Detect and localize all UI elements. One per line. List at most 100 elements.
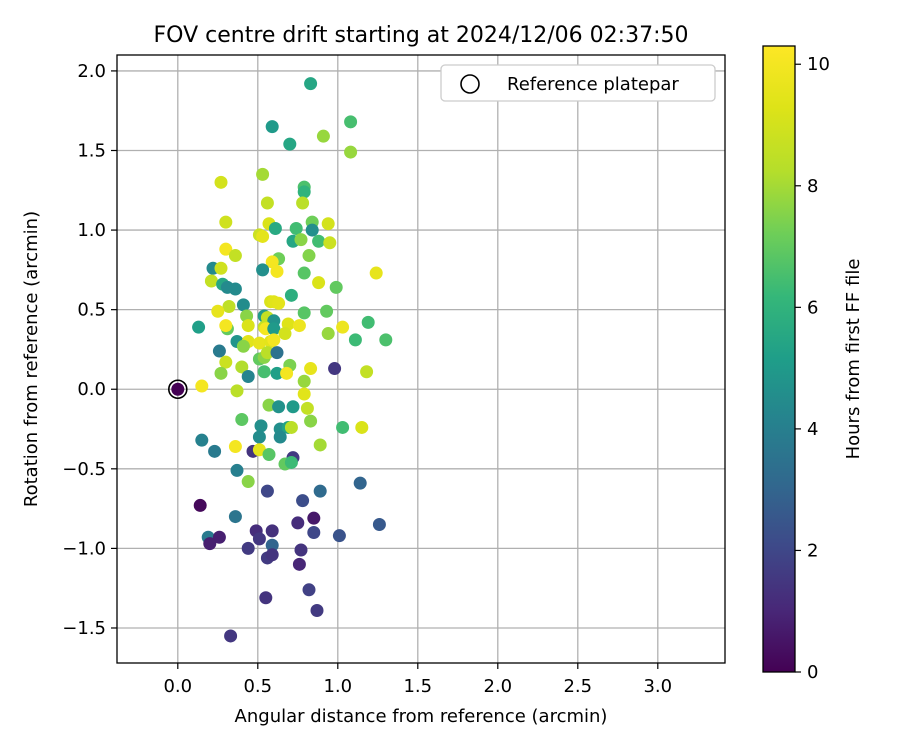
data-point — [291, 516, 305, 530]
colorbar: 0 2 4 6 8 10 Hours from first FF file — [762, 45, 864, 683]
data-point — [267, 322, 281, 336]
data-point — [259, 591, 273, 605]
y-tick-label: 2.0 — [77, 61, 106, 82]
y-tick-label: −0.5 — [62, 459, 106, 480]
data-point — [228, 282, 242, 296]
data-point — [214, 366, 228, 380]
data-point — [260, 484, 274, 498]
data-point — [254, 419, 268, 433]
data-point — [262, 398, 276, 412]
data-point — [192, 320, 206, 334]
data-point — [307, 511, 321, 525]
data-point — [265, 524, 279, 538]
data-point — [265, 548, 279, 562]
data-point — [214, 261, 228, 275]
data-point — [297, 374, 311, 388]
plot-frame — [116, 54, 726, 664]
data-point — [313, 484, 327, 498]
data-point — [256, 263, 270, 277]
reference-point — [168, 379, 188, 400]
data-point — [211, 304, 225, 318]
data-point — [302, 583, 316, 597]
data-point — [316, 129, 330, 143]
data-point — [336, 420, 350, 434]
reference-marker — [168, 379, 188, 400]
colorbar-tick-label: 4 — [807, 419, 818, 440]
data-point — [262, 447, 276, 461]
data-point — [204, 274, 218, 288]
data-point — [236, 339, 250, 353]
data-points — [192, 77, 393, 643]
data-point — [297, 387, 311, 401]
data-point — [267, 333, 281, 347]
x-tick-label: 1.5 — [403, 676, 432, 697]
x-axis-ticks: 0.0 0.5 1.0 1.5 2.0 2.5 3.0 — [163, 663, 672, 697]
data-point — [369, 266, 383, 280]
y-axis-label: Rotation from reference (arcmin) — [21, 211, 42, 507]
data-point — [332, 529, 346, 543]
data-point — [257, 365, 271, 379]
y-tick-label: −1.5 — [62, 618, 106, 639]
data-point — [252, 430, 266, 444]
data-point — [272, 296, 286, 310]
data-point — [312, 234, 326, 248]
data-point — [292, 319, 306, 333]
data-point — [256, 229, 270, 243]
data-point — [256, 167, 270, 181]
colorbar-tick-label: 10 — [807, 54, 830, 75]
data-point — [305, 223, 319, 237]
data-point — [296, 196, 310, 210]
data-point — [304, 362, 318, 376]
data-point — [294, 233, 308, 247]
data-point — [300, 401, 314, 415]
data-point — [278, 327, 292, 341]
data-point — [296, 494, 310, 508]
data-point — [344, 115, 358, 129]
legend: Reference platepar — [440, 64, 716, 102]
data-point — [286, 400, 300, 414]
data-point — [193, 498, 207, 512]
data-point — [360, 365, 374, 379]
data-point — [353, 476, 367, 490]
data-point — [355, 420, 369, 434]
data-point — [292, 557, 306, 571]
colorbar-label: Hours from first FF file — [843, 259, 864, 460]
data-point — [219, 242, 233, 256]
data-point — [312, 276, 326, 290]
colorbar-tick-label: 0 — [807, 662, 818, 683]
data-point — [284, 288, 298, 302]
data-point — [379, 333, 393, 347]
grid-lines — [117, 55, 725, 663]
colorbar-gradient — [762, 45, 796, 673]
x-tick-label: 0.0 — [163, 676, 192, 697]
data-point — [219, 319, 233, 333]
data-point — [372, 518, 386, 532]
data-point — [328, 362, 342, 376]
colorbar-ticks: 0 2 4 6 8 10 — [795, 54, 830, 683]
chart-title: FOV centre drift starting at 2024/12/06 … — [154, 23, 689, 48]
data-point — [265, 538, 279, 552]
data-point — [219, 215, 233, 229]
data-point — [310, 603, 324, 617]
data-point — [284, 420, 298, 434]
data-point — [270, 366, 284, 380]
data-point — [224, 629, 238, 643]
x-tick-label: 1.0 — [323, 676, 352, 697]
data-point — [321, 217, 335, 231]
data-point — [236, 298, 250, 312]
data-point — [214, 175, 228, 189]
legend-label: Reference platepar — [507, 74, 679, 95]
data-point — [280, 366, 294, 380]
data-point — [241, 319, 255, 333]
data-point — [228, 510, 242, 524]
data-point — [283, 137, 297, 151]
data-point — [260, 346, 274, 360]
data-point — [313, 438, 327, 452]
y-tick-label: 1.5 — [77, 140, 106, 161]
data-point — [361, 315, 375, 329]
data-point — [222, 299, 236, 313]
data-point — [297, 266, 311, 280]
data-point — [336, 320, 350, 334]
data-point — [235, 412, 249, 426]
